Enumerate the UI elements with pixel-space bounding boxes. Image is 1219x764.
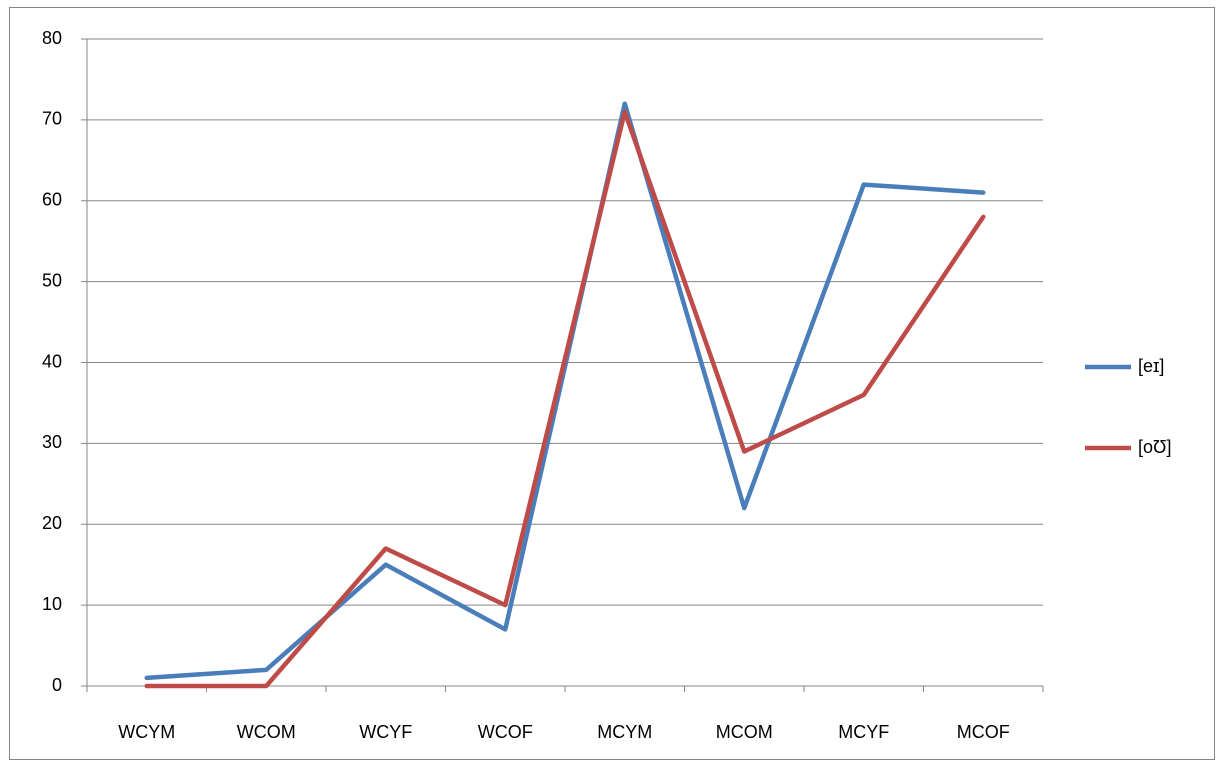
x-tick-label: MCYF	[838, 722, 889, 742]
y-tick-label: 40	[42, 351, 62, 371]
x-tick-label: MCOM	[716, 722, 773, 742]
y-tick-label: 70	[42, 109, 62, 129]
line	[144, 109, 986, 689]
x-tick-label: MCOF	[957, 722, 1010, 742]
chart-border	[9, 7, 1215, 760]
x-tick-label: WCYF	[359, 722, 412, 742]
y-tick-label: 0	[52, 675, 62, 695]
y-tick-label: 60	[42, 190, 62, 210]
x-tick-label: WCYM	[118, 722, 175, 742]
x-tick-label: WCOM	[237, 722, 296, 742]
line	[144, 101, 986, 681]
legend-label: [oƱ]	[1138, 437, 1171, 457]
y-tick-label: 20	[42, 513, 62, 533]
legend-label: [eɪ]	[1138, 356, 1164, 376]
y-tick-label: 10	[42, 594, 62, 614]
x-tick-label: MCYM	[597, 722, 652, 742]
y-tick-label: 80	[42, 28, 62, 48]
y-tick-label: 50	[42, 270, 62, 290]
x-tick-label: WCOF	[478, 722, 533, 742]
y-tick-label: 30	[42, 432, 62, 452]
